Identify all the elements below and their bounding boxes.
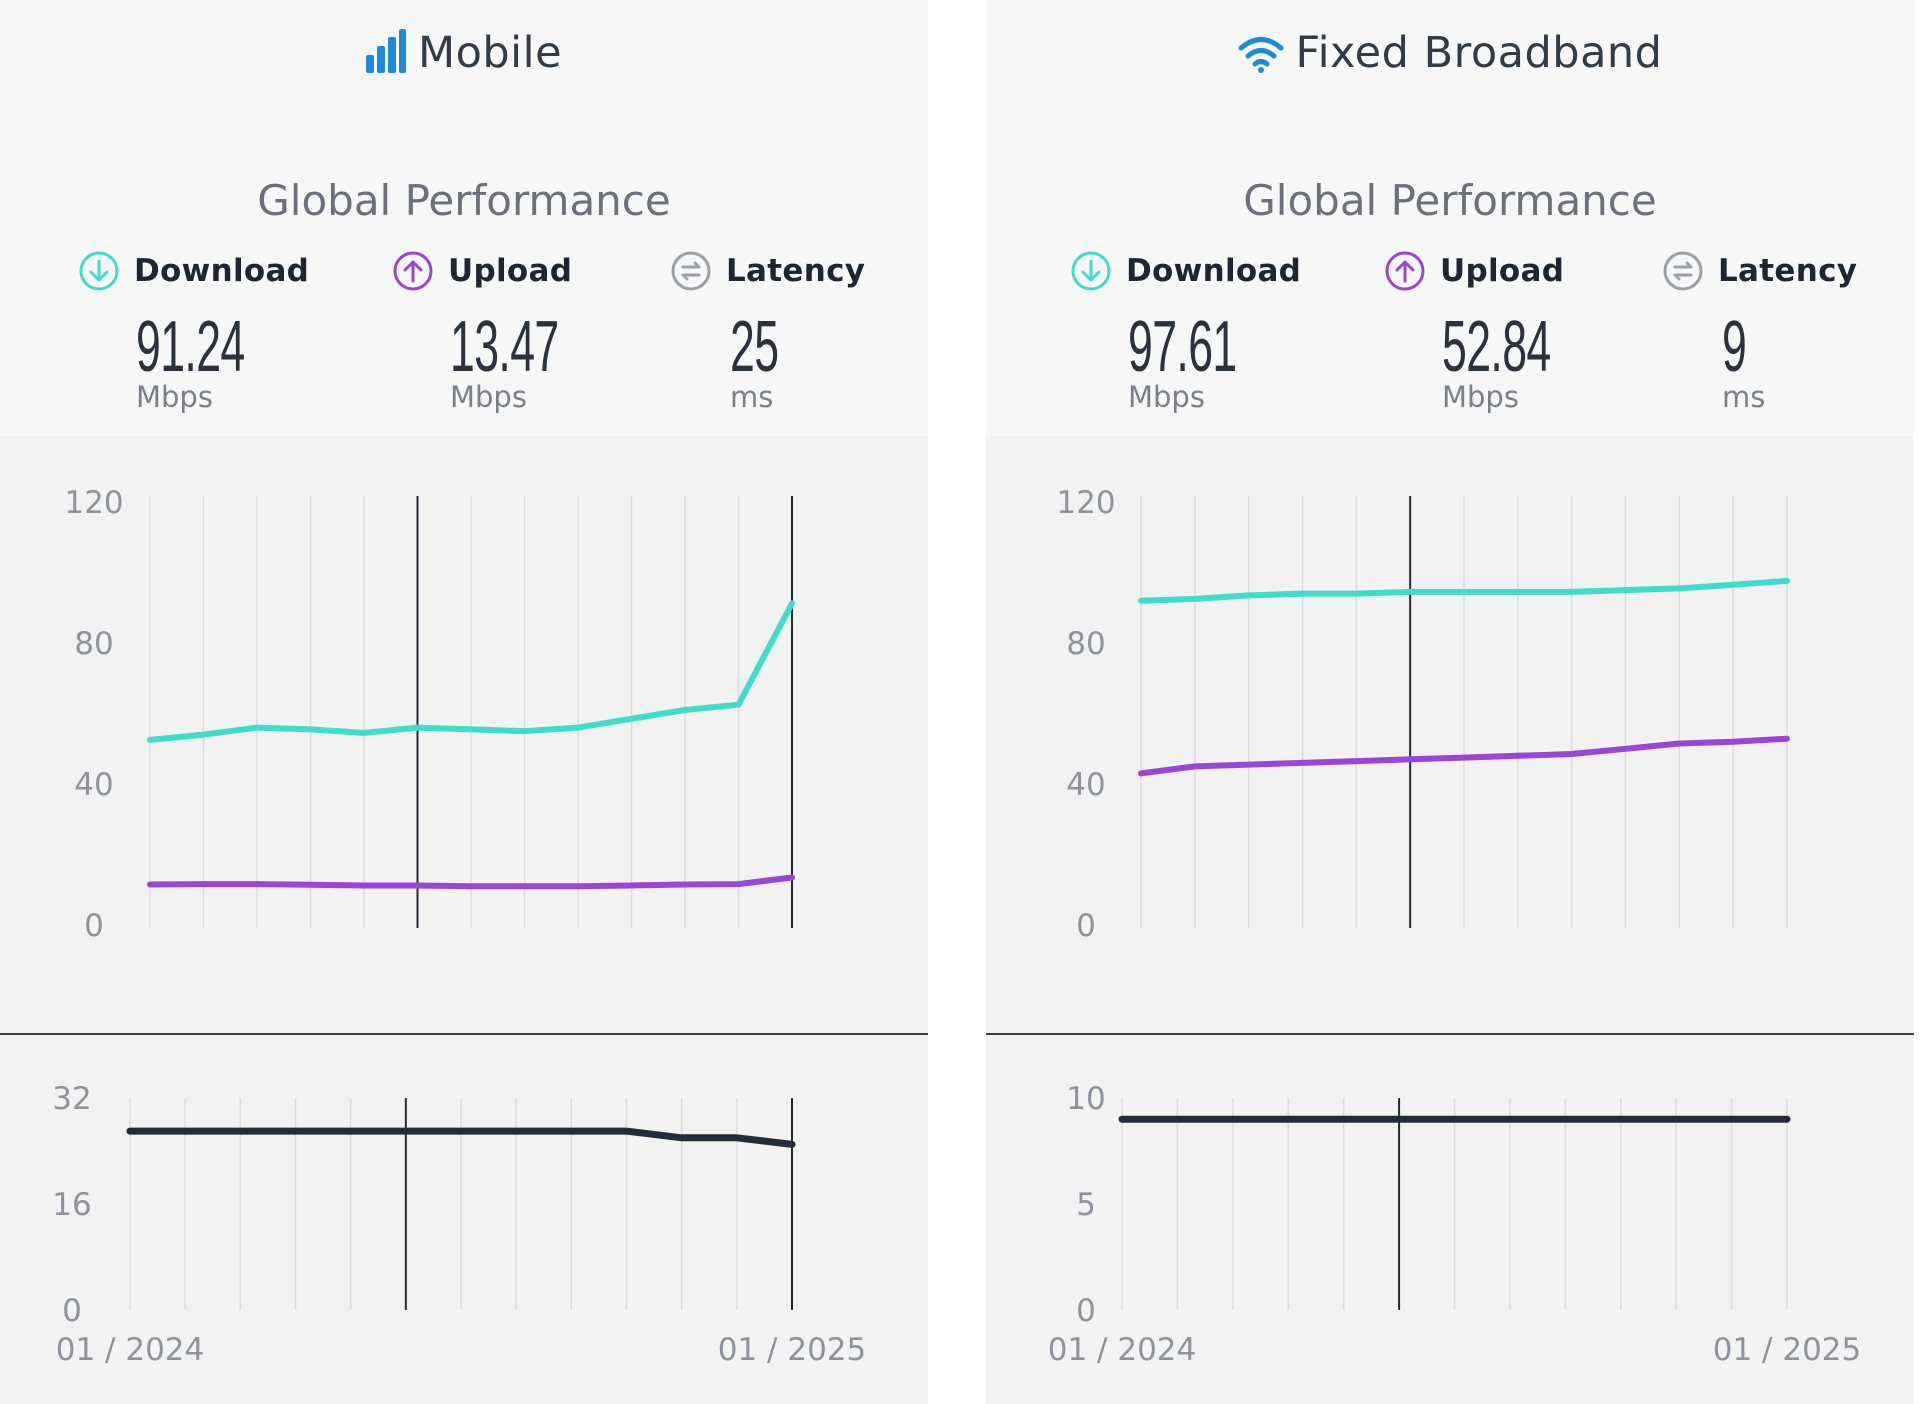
mobile-latency-xtick-label: 01 / 2024 — [56, 1332, 205, 1368]
upload-value: 52.84 — [1442, 307, 1551, 387]
mobile-speed-ytick-label: 120 — [64, 485, 123, 521]
latency-icon — [671, 251, 711, 291]
mobile-speed-download-line — [147, 600, 795, 743]
fixed-latency-ytick-label: 5 — [1076, 1187, 1096, 1223]
fixed-download-metric: Download 97.61 Mbps — [1070, 248, 1350, 414]
mobile-latency-ytick-label: 16 — [52, 1187, 91, 1223]
fixed-speed-upload-line — [1138, 735, 1790, 777]
mobile-panel: Mobile Global Performance Download 91.24… — [0, 0, 928, 1404]
fixed-latency-ytick-label: 10 — [1066, 1081, 1105, 1117]
mobile-latency-ytick-label: 0 — [62, 1293, 82, 1329]
latency-label: Latency — [1718, 253, 1858, 289]
mobile-title: Mobile — [0, 28, 928, 78]
upload-unit: Mbps — [450, 380, 527, 414]
upload-unit: Mbps — [1442, 380, 1519, 414]
fixed-latency-metric: Latency 9 ms — [1662, 248, 1920, 414]
fixed-latency-ytick-label: 0 — [1076, 1293, 1096, 1329]
fixed-latency-xtick-label: 01 / 2025 — [1713, 1332, 1862, 1368]
upload-label: Upload — [1440, 253, 1565, 289]
mobile-speed-ytick-label: 0 — [84, 908, 104, 944]
fixed-upload-metric: Upload 52.84 Mbps — [1384, 248, 1664, 414]
upload-value: 13.47 — [450, 307, 559, 387]
download-value: 97.61 — [1128, 307, 1237, 387]
download-value: 91.24 — [136, 307, 245, 387]
upload-icon — [393, 251, 433, 291]
fixed-summary: Fixed Broadband Global Performance Downl… — [986, 0, 1914, 436]
download-label: Download — [1126, 253, 1302, 289]
mobile-speed-ytick-label: 40 — [74, 767, 113, 803]
download-icon — [1071, 251, 1111, 291]
latency-icon — [1663, 251, 1703, 291]
mobile-latency-latency-line — [126, 1127, 796, 1148]
fixed-speed-ytick-label: 0 — [1076, 908, 1096, 944]
fixed-subtitle: Global Performance — [1243, 176, 1657, 225]
upload-icon — [1385, 251, 1425, 291]
latency-value: 9 — [1722, 307, 1747, 387]
latency-unit: ms — [1722, 380, 1766, 414]
download-unit: Mbps — [1128, 380, 1205, 414]
fixed-speed-ytick-label: 120 — [1056, 485, 1115, 521]
mobile-speed-ytick-label: 80 — [74, 626, 113, 662]
cell-signal-icon — [365, 29, 406, 73]
download-icon — [79, 251, 119, 291]
download-unit: Mbps — [136, 380, 213, 414]
fixed-speed-ytick-label: 40 — [1066, 767, 1105, 803]
upload-label: Upload — [448, 253, 573, 289]
mobile-subtitle: Global Performance — [257, 176, 671, 225]
latency-value: 25 — [730, 307, 779, 387]
mobile-latency-xtick-label: 01 / 2025 — [718, 1332, 867, 1368]
mobile-speed-upload-line — [147, 874, 795, 890]
mobile-download-metric: Download 91.24 Mbps — [78, 248, 358, 414]
fixed-speed-download-line — [1138, 577, 1790, 604]
wifi-icon — [1238, 37, 1283, 73]
mobile-upload-metric: Upload 13.47 Mbps — [392, 248, 672, 414]
mobile-latency-metric: Latency 25 ms — [670, 248, 950, 414]
fixed-title: Fixed Broadband — [986, 28, 1914, 78]
fixed-latency-xtick-label: 01 / 2024 — [1048, 1332, 1197, 1368]
latency-label: Latency — [726, 253, 866, 289]
mobile-latency-ytick-label: 32 — [52, 1081, 91, 1117]
latency-unit: ms — [730, 380, 774, 414]
fixed-speed-ytick-label: 80 — [1066, 626, 1105, 662]
mobile-title-label: Mobile — [417, 28, 563, 78]
fixed-title-label: Fixed Broadband — [1295, 28, 1663, 78]
mobile-summary: Mobile Global Performance Download 91.24… — [0, 0, 928, 436]
download-label: Download — [134, 253, 310, 289]
